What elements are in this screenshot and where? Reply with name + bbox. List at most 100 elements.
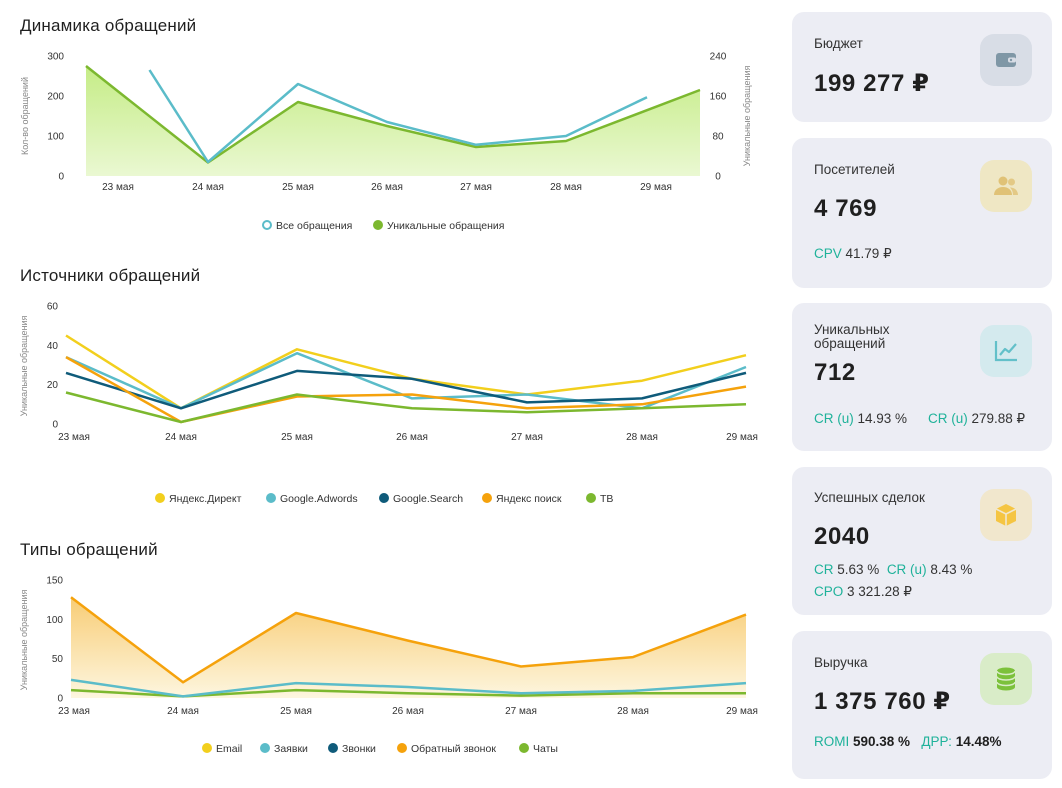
- y-tick-label: 150: [46, 576, 63, 587]
- legend-marker-all-requests: [262, 220, 272, 230]
- line-series-1: [70, 678, 747, 698]
- x-tick-label: 29 мая: [726, 706, 758, 717]
- left-tick-label: 100: [47, 132, 64, 143]
- drr-label: ДРР:: [921, 734, 952, 749]
- x-tick-label: 23 мая: [102, 182, 134, 193]
- card-unique-value: 712: [814, 359, 856, 386]
- cr-label: CR: [814, 562, 834, 577]
- box-icon: [980, 489, 1032, 541]
- x-tick-label: 29 мая: [640, 182, 672, 193]
- legend-label-1: Заявки: [274, 743, 308, 755]
- legend-label-1: Google.Adwords: [280, 493, 358, 505]
- area-callback: [71, 597, 746, 698]
- sources-chart: 0 20 40 60 Уникальные обращения 23 мая 24 мая 2…: [19, 302, 758, 506]
- x-tick-label: 28 мая: [626, 432, 658, 443]
- cpv-value: 41.79 ₽: [845, 246, 892, 261]
- x-tick-label: 26 мая: [371, 182, 403, 193]
- card-visitors-label: Посетителей: [814, 162, 895, 177]
- wallet-icon: [980, 34, 1032, 86]
- coins-icon: [980, 653, 1032, 705]
- card-unique-label-2: обращений: [814, 336, 886, 351]
- drr-value: 14.48%: [955, 734, 1002, 749]
- y-tick-label: 40: [47, 341, 59, 352]
- card-visitors-cpv: CPV 41.79 ₽: [814, 246, 892, 262]
- line-series-4: [65, 391, 747, 424]
- x-tick-label: 29 мая: [726, 432, 758, 443]
- legend-marker-1: [260, 743, 270, 753]
- x-tick-label: 24 мая: [165, 432, 197, 443]
- y-tick-label: 0: [52, 420, 58, 431]
- users-icon: [980, 160, 1032, 212]
- x-tick-label: 26 мая: [396, 432, 428, 443]
- x-tick-label: 25 мая: [281, 432, 313, 443]
- chart-title-types: Типы обращений: [20, 540, 158, 559]
- legend-marker-unique-requests: [373, 220, 383, 230]
- legend-label-3: Яндекс поиск: [496, 493, 562, 505]
- cr1-label: CR (u): [814, 411, 854, 426]
- card-budget: Бюджет 199 277 ₽: [792, 12, 1052, 122]
- y-tick-label: 60: [47, 302, 59, 313]
- x-tick-label: 25 мая: [282, 182, 314, 193]
- card-revenue: Выручка 1 375 760 ₽ ROMI 590.38 % ДРР: 1…: [792, 631, 1052, 779]
- romi-label: ROMI: [814, 734, 850, 749]
- right-tick-label: 240: [710, 52, 727, 63]
- y-axis-title: Уникальные обращения: [19, 316, 29, 417]
- card-unique: Уникальных обращений 712 CR (u) 14.93 % …: [792, 303, 1052, 451]
- cpo-label: CPO: [814, 584, 844, 599]
- legend-marker-4: [519, 743, 529, 753]
- card-visitors-value: 4 769: [814, 195, 878, 222]
- chart-line-icon: [980, 325, 1032, 377]
- chart-title-dynamics: Динамика обращений: [20, 16, 197, 35]
- legend-marker-2: [328, 743, 338, 753]
- x-tick-label: 27 мая: [505, 706, 537, 717]
- left-tick-label: 200: [47, 92, 64, 103]
- legend-marker-0: [202, 743, 212, 753]
- legend-marker-3: [482, 493, 492, 503]
- line-all-requests: [148, 69, 648, 164]
- right-tick-label: 160: [710, 92, 727, 103]
- line-series-3: [65, 356, 747, 424]
- cpo-value: 3 321.28 ₽: [847, 584, 912, 599]
- right-tick-label: 80: [712, 132, 724, 143]
- area-unique-requests: [86, 66, 700, 176]
- cr2-value: 279.88 ₽: [971, 411, 1026, 426]
- legend-label-2: Звонки: [342, 743, 376, 755]
- x-tick-label: 27 мая: [511, 432, 543, 443]
- left-tick-label: 300: [47, 52, 64, 63]
- cru-label: CR (u): [886, 562, 927, 577]
- card-deals: Успешных сделок 2040 CR 5.63 % CR (u) 8.…: [792, 467, 1052, 615]
- legend-label-2: Google.Search: [393, 493, 463, 505]
- chart-title-sources: Источники обращений: [20, 266, 201, 285]
- card-deals-label: Успешных сделок: [814, 490, 925, 505]
- legend-label-all-requests: Все обращения: [276, 220, 352, 232]
- card-unique-label-1: Уникальных: [814, 322, 890, 337]
- legend-label-3: Обратный звонок: [411, 743, 496, 755]
- y-tick-label: 0: [57, 694, 63, 705]
- cr1-value: 14.93 %: [857, 411, 908, 426]
- legend-marker-1: [266, 493, 276, 503]
- y-tick-label: 50: [52, 654, 64, 665]
- x-tick-label: 26 мая: [392, 706, 424, 717]
- legend-label-4: Чаты: [533, 743, 558, 755]
- card-revenue-kpis: ROMI 590.38 % ДРР: 14.48%: [814, 734, 1002, 749]
- card-unique-cr: CR (u) 14.93 %: [814, 411, 907, 426]
- legend-marker-2: [379, 493, 389, 503]
- right-tick-label: 0: [715, 172, 721, 183]
- card-unique-cr2: CR (u) 279.88 ₽: [928, 411, 1025, 427]
- left-axis-title: Кол-во обращений: [20, 77, 30, 155]
- left-tick-label: 0: [58, 172, 64, 183]
- legend-label-unique-requests: Уникальные обращения: [387, 220, 504, 232]
- types-chart: 0 50 100 150 Уникальные обращения 23 мая 24 ма…: [19, 576, 758, 756]
- cpv-label: CPV: [814, 246, 842, 261]
- dynamics-chart: 0 100 200 300 0 80 160 240 Кол-во обращений Уника…: [20, 52, 752, 233]
- legend-label-0: Яндекс.Директ: [169, 493, 242, 505]
- x-tick-label: 23 мая: [58, 432, 90, 443]
- romi-value: 590.38 %: [853, 734, 911, 749]
- card-budget-value: 199 277 ₽: [814, 70, 930, 97]
- x-tick-label: 27 мая: [460, 182, 492, 193]
- line-series-2: [65, 369, 747, 410]
- x-tick-label: 24 мая: [167, 706, 199, 717]
- legend-label-4: ТВ: [600, 493, 613, 505]
- card-deals-cpo: CPO 3 321.28 ₽: [814, 584, 912, 600]
- legend-marker-0: [155, 493, 165, 503]
